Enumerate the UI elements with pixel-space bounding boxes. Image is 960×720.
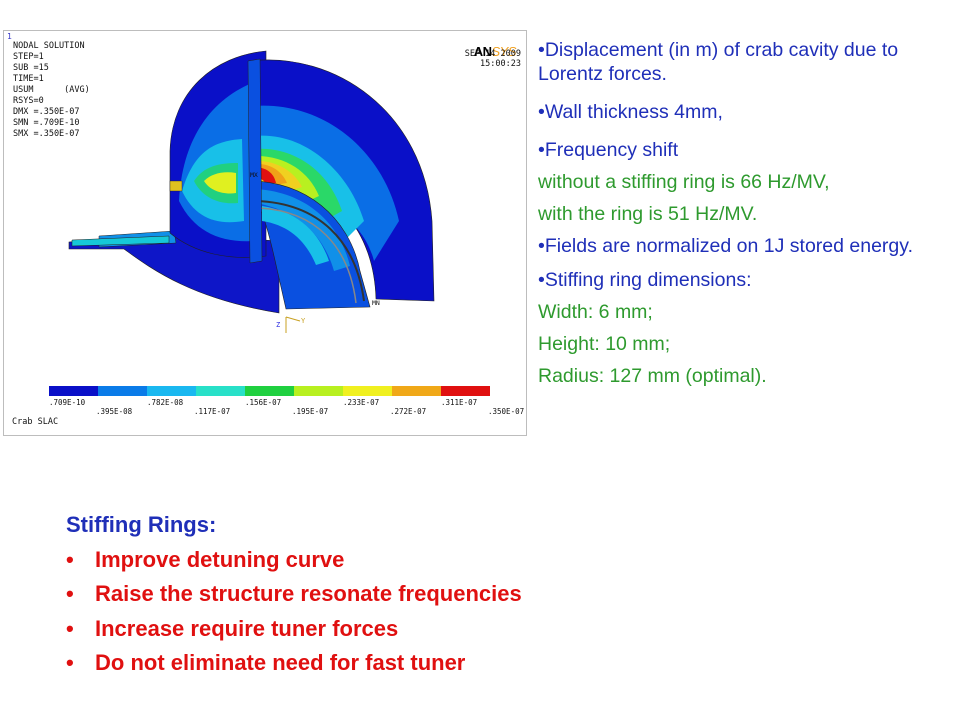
legend-tick-bottom: .350E-07 — [488, 407, 525, 416]
list-item: • Increase require tuner forces — [66, 612, 522, 647]
nodal-line: TIME=1 — [13, 74, 44, 84]
legend-color-3 — [196, 386, 245, 396]
legend-tick-bottom: .117E-07 — [194, 407, 231, 416]
legend-tick-bottom: .272E-07 — [390, 407, 427, 416]
list-item-label: Improve detuning curve — [95, 546, 345, 572]
rings-list: • Improve detuning curve • Raise the struct… — [66, 543, 522, 681]
list-item: • Improve detuning curve — [66, 543, 522, 578]
legend-color-6 — [343, 386, 392, 396]
legend-color-8 — [441, 386, 490, 396]
list-item-label: Increase require tuner forces — [95, 615, 399, 641]
ansys-logo: ANSYS — [473, 44, 517, 59]
bullet-icon: • — [66, 581, 74, 606]
mn-label: MN — [372, 299, 380, 307]
note-line: without a stiffing ring is 66 Hz/MV, — [538, 171, 830, 193]
legend-color-7 — [392, 386, 441, 396]
legend-color-1 — [98, 386, 147, 396]
bullet-icon: • — [66, 615, 74, 641]
nodal-line: SUB =15 — [13, 63, 49, 73]
legend-tick-bottom: .395E-08 — [96, 407, 133, 416]
note-line: •Wall thickness 4mm, — [538, 101, 723, 123]
legend-color-2 — [147, 386, 196, 396]
nodal-line: SMX =.350E-07 — [13, 129, 80, 139]
note-line: •Fields are normalized on 1J stored ener… — [538, 235, 913, 257]
note-line: •Displacement (in m) of crab cavity due … — [538, 39, 899, 85]
nodal-solution-info: NODAL SOLUTION STEP=1 SUB =15 TIME=1 USU… — [13, 41, 90, 140]
date-time: SEP 14 2009 15:00:23 — [465, 49, 521, 69]
legend-color-0 — [49, 386, 98, 396]
notes-panel: •Displacement (in m) of crab cavity due … — [538, 38, 958, 388]
legend-color-4 — [245, 386, 294, 396]
svg-text:Z: Z — [276, 321, 280, 329]
nodal-line: SMN =.709E-10 — [13, 118, 80, 128]
legend-tick-top: .311E-07 — [441, 398, 478, 407]
nodal-line: NODAL SOLUTION — [13, 41, 85, 51]
note-line: Width: 6 mm; — [538, 301, 653, 323]
nodal-line: STEP=1 — [13, 52, 44, 62]
date-text: SEP 14 2009 — [464, 49, 521, 59]
note-line: •Stiffing ring dimensions: — [538, 269, 752, 291]
legend-tick-top: .156E-07 — [245, 398, 282, 407]
note-line: Radius: 127 mm (optimal). — [538, 365, 767, 387]
nodal-line: USUM (AVG) — [13, 85, 90, 95]
list-item-label: Do not eliminate need for fast tuner — [95, 650, 466, 675]
note-line: with the ring is 51 Hz/MV. — [538, 203, 758, 225]
time-text: 15:00:23 — [480, 59, 521, 69]
mx-label: MX — [250, 171, 258, 179]
legend-tick-bottom: .195E-07 — [292, 407, 329, 416]
bullet-icon: • — [66, 650, 74, 675]
list-item: • Raise the structure resonate frequencie… — [66, 577, 522, 612]
color-legend — [49, 386, 490, 396]
nodal-line: DMX =.350E-07 — [13, 107, 80, 117]
nodal-line: RSYS=0 — [13, 96, 44, 106]
list-item: • Do not eliminate need for fast tuner — [66, 646, 522, 681]
section-title: Stiffing Rings: — [66, 512, 217, 537]
legend-color-5 — [294, 386, 343, 396]
svg-text:Y: Y — [301, 317, 306, 325]
stiffing-rings-section: Stiffing Rings: • Improve detuning curve •… — [66, 508, 522, 681]
note-line: Height: 10 mm; — [538, 333, 671, 355]
legend-tick-top: .233E-07 — [343, 398, 380, 407]
bullet-icon: • — [66, 546, 74, 572]
figure-index: 1 — [7, 32, 12, 41]
note-line: •Frequency shift — [538, 139, 679, 161]
ansys-figure: 1 NODAL SOLUTION STEP=1 SUB =15 TIME=1 U… — [3, 30, 527, 436]
list-item-label: Raise the structure resonate frequencies — [95, 581, 522, 606]
legend-tick-top: .782E-08 — [147, 398, 184, 407]
cavity-displacement-model: MX MN Z Y — [68, 50, 435, 333]
legend-tick-top: .709E-10 — [49, 398, 86, 407]
figure-footer: Crab SLAC — [12, 417, 59, 427]
